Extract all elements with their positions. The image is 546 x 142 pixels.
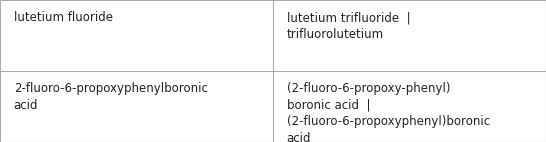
Text: 2-fluoro-6-propoxyphenylboronic
acid: 2-fluoro-6-propoxyphenylboronic acid xyxy=(14,82,207,112)
Text: lutetium fluoride: lutetium fluoride xyxy=(14,11,112,24)
Text: (2-fluoro-6-propoxy-phenyl)
boronic acid  |
(2-fluoro-6-propoxyphenyl)boronic
ac: (2-fluoro-6-propoxy-phenyl) boronic acid… xyxy=(287,82,490,142)
Text: lutetium trifluoride  |
trifluorolutetium: lutetium trifluoride | trifluorolutetium xyxy=(287,11,410,41)
